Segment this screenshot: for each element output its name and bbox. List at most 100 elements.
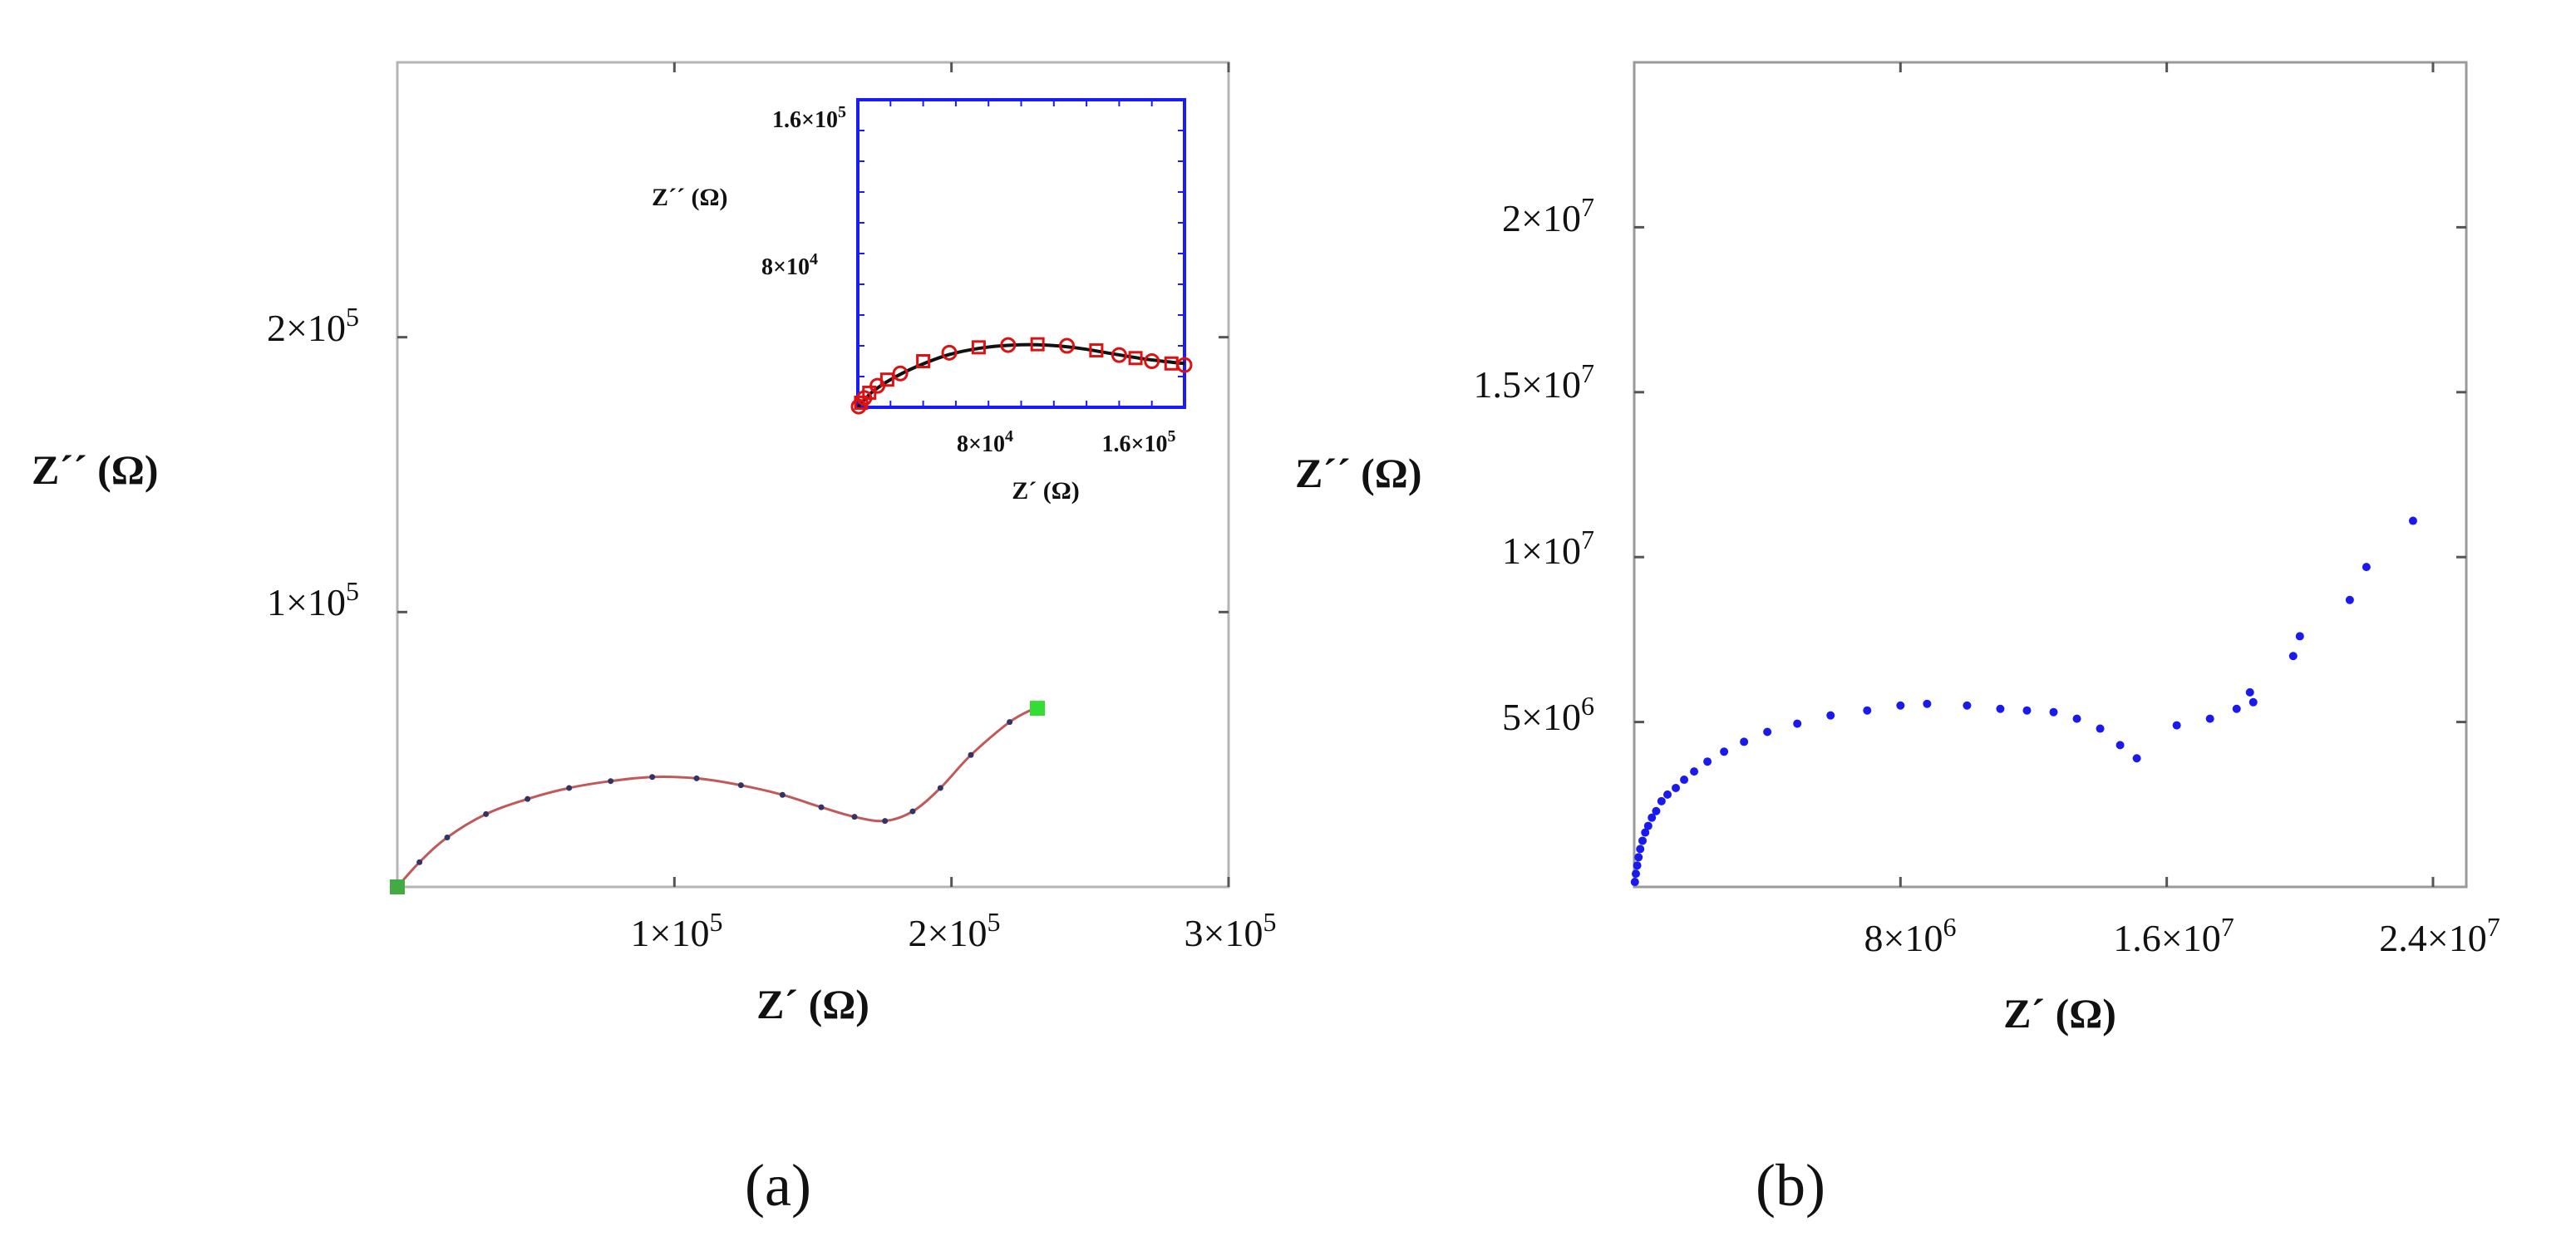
data-point [737, 782, 744, 789]
data-point [1632, 869, 1641, 879]
inset-ticks [858, 100, 1185, 407]
inset-y-tick-label: 1.6×105 [772, 103, 846, 133]
chart-b-y-axis-title: Z´´ (Ω) [1295, 450, 1422, 496]
data-point [416, 859, 423, 865]
chart-a-x-tick-label: 2×105 [909, 907, 1001, 954]
data-point [2248, 697, 2258, 707]
data-point [1648, 813, 1657, 822]
endpoint-marker [1030, 701, 1045, 717]
inset-data-point [1030, 337, 1045, 352]
inset-data-point [1089, 343, 1104, 358]
inset-data-point [1000, 337, 1017, 353]
chart-b-x-ticks [1899, 62, 2435, 887]
data-point [909, 808, 916, 815]
data-point [1690, 767, 1699, 776]
chart-b-data-points [1630, 516, 2417, 887]
chart-b-y-tick-label: 5×106 [1502, 691, 1594, 738]
data-point [1763, 727, 1772, 736]
data-point [1652, 806, 1661, 815]
data-point [2132, 754, 2141, 763]
data-point [1643, 821, 1652, 830]
inset-y-axis-title: Z´´ (Ω) [652, 184, 728, 211]
inset-data-point [1111, 347, 1127, 363]
inset-data-point [854, 395, 869, 410]
chart-a-x-tick-label: 3×105 [1185, 907, 1277, 954]
chart-a-y-tick-label: 1×105 [267, 576, 359, 623]
data-point [1680, 776, 1689, 785]
data-point [2245, 687, 2254, 697]
data-point [2072, 714, 2081, 723]
data-point [2288, 652, 2298, 661]
chart-b-x-tick-label: 2.4×107 [2379, 912, 2500, 959]
data-point [818, 804, 825, 810]
chart-a-y-axis-title: Z´´ (Ω) [32, 446, 159, 493]
data-point [2172, 721, 2181, 730]
data-point [649, 774, 656, 781]
chart-a-y-tick-label: 2×105 [267, 302, 359, 349]
data-point [1007, 719, 1013, 726]
chart-a: 2×105 1×105 1×105 2×105 3×105 Z´´ (Ω) Z´… [32, 61, 1277, 1219]
inset-data-point [892, 365, 909, 382]
chart-b-y-tick-label: 1.5×107 [1474, 358, 1594, 406]
data-point [2115, 741, 2125, 750]
data-point [1633, 861, 1642, 870]
data-point [2408, 516, 2417, 525]
chart-b-x-tick-label: 1.6×107 [2113, 912, 2234, 959]
data-point [1896, 701, 1905, 710]
data-point [1634, 853, 1643, 862]
inset-data-point [1144, 353, 1160, 369]
chart-a-x-ticks [672, 62, 1230, 887]
inset-data-point [1176, 357, 1193, 373]
chart-a-endpoint-markers [390, 701, 1045, 894]
chart-b-y-tick-label: 2×107 [1502, 192, 1594, 239]
data-point [1963, 701, 1972, 710]
data-point [2049, 707, 2058, 717]
data-point [2022, 706, 2032, 715]
data-point [1703, 757, 1712, 766]
chart-a-y-ticks [397, 336, 1229, 613]
inset-data-point [1059, 337, 1076, 354]
inset-x-tick-label: 8×104 [957, 427, 1013, 457]
data-point [525, 795, 531, 802]
inset-data-point [971, 340, 986, 355]
data-point [1636, 845, 1645, 854]
chart-b-y-ticks [1634, 225, 2466, 724]
data-point [1663, 790, 1672, 799]
chart-b: 2×107 1.5×107 1×107 5×106 8×106 1.6×107 … [1295, 61, 2500, 1219]
chart-b-x-axis-title: Z´ (Ω) [2003, 990, 2116, 1037]
inset-data-point [916, 354, 931, 368]
data-point [2232, 704, 2241, 713]
data-point [2345, 595, 2354, 604]
inset-frame [856, 98, 1186, 409]
data-point [1657, 796, 1666, 805]
chart-a-panel-label: (a) [745, 1152, 811, 1219]
data-point [483, 810, 490, 817]
data-point [2205, 714, 2214, 723]
data-point [779, 791, 786, 798]
data-point [693, 775, 700, 781]
chart-a-inset: 1.6×105 8×104 8×104 1.6×105 Z´´ (Ω) Z´ (… [652, 98, 1193, 505]
data-point [1826, 711, 1835, 720]
data-point [1740, 737, 1749, 746]
inset-x-tick-label: 1.6×105 [1102, 427, 1176, 457]
data-point [1641, 828, 1650, 837]
data-point [1863, 706, 1872, 715]
data-point [1638, 836, 1648, 845]
inset-data-point [941, 344, 958, 361]
data-point [937, 785, 943, 791]
data-point [1720, 747, 1729, 756]
data-point [851, 814, 858, 820]
chart-b-y-tick-label: 1×107 [1502, 525, 1594, 572]
data-point [1630, 878, 1639, 887]
data-point [1996, 704, 2005, 713]
data-point [1672, 783, 1681, 792]
data-point [1793, 719, 1802, 728]
inset-data-point [879, 372, 894, 387]
data-point [444, 834, 451, 840]
chart-a-x-tick-label: 1×105 [631, 907, 723, 954]
inset-y-tick-label: 8×104 [761, 250, 818, 280]
data-point [2362, 563, 2371, 572]
data-point [968, 751, 974, 758]
inset-data-point [1128, 351, 1143, 366]
